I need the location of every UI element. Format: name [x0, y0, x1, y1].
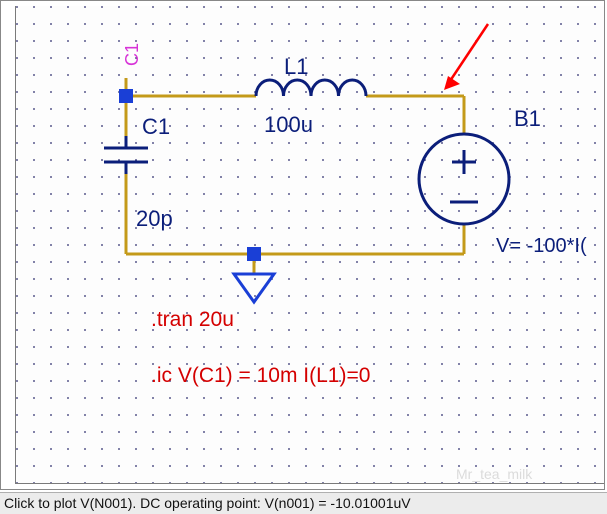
net-label-c1[interactable]: C1 [122, 43, 142, 66]
schematic-canvas[interactable]: C1 C1 20p L1 100u B1 V= -100*I( .tran 20… [15, 6, 604, 484]
junction-ground [247, 247, 261, 261]
inductor-value: 100u [264, 112, 313, 137]
editor-frame: C1 C1 20p L1 100u B1 V= -100*I( .tran 20… [0, 0, 605, 490]
capacitor-value: 20p [136, 206, 173, 231]
capacitor-c1[interactable] [104, 136, 148, 174]
ground-symbol[interactable] [234, 274, 274, 302]
directive-ic[interactable]: .ic V(C1) = 10m I(L1)=0 [151, 364, 370, 387]
annotation-arrow [444, 24, 488, 90]
capacitor-ref: C1 [142, 114, 170, 139]
schematic-svg: C1 C1 20p L1 100u B1 V= -100*I( .tran 20… [16, 6, 605, 484]
bsource-ref: B1 [514, 106, 541, 131]
status-text: Click to plot V(N001). DC operating poin… [4, 495, 411, 511]
inductor-ref: L1 [284, 54, 308, 79]
bsource-value: V= -100*I( [496, 235, 587, 257]
directive-tran[interactable]: .tran 20u [151, 308, 234, 331]
inductor-l1[interactable] [256, 80, 366, 96]
wires [126, 78, 464, 274]
bv-source-b1[interactable] [419, 134, 509, 224]
svg-text:C1: C1 [122, 43, 142, 66]
junction-top-left [119, 89, 133, 103]
status-bar: Click to plot V(N001). DC operating poin… [0, 492, 607, 514]
